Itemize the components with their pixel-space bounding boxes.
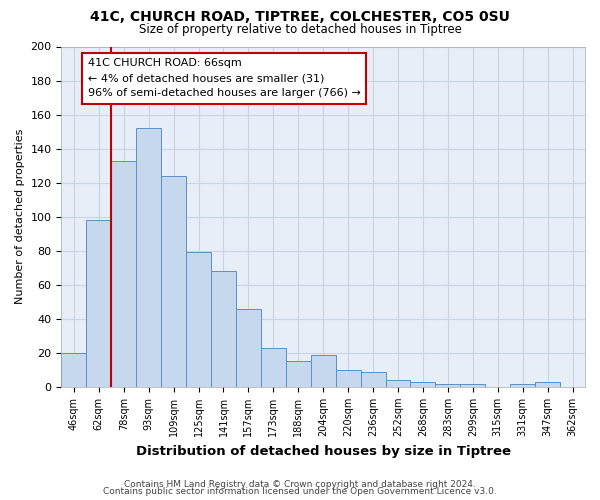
- Text: Size of property relative to detached houses in Tiptree: Size of property relative to detached ho…: [139, 22, 461, 36]
- Bar: [535, 382, 560, 387]
- Bar: [510, 384, 535, 387]
- Bar: [86, 220, 111, 387]
- Bar: [286, 362, 311, 387]
- Bar: [410, 382, 436, 387]
- Bar: [236, 308, 261, 387]
- Bar: [211, 271, 236, 387]
- Bar: [186, 252, 211, 387]
- X-axis label: Distribution of detached houses by size in Tiptree: Distribution of detached houses by size …: [136, 444, 511, 458]
- Bar: [111, 160, 136, 387]
- Text: 41C CHURCH ROAD: 66sqm
← 4% of detached houses are smaller (31)
96% of semi-deta: 41C CHURCH ROAD: 66sqm ← 4% of detached …: [88, 58, 361, 98]
- Y-axis label: Number of detached properties: Number of detached properties: [15, 129, 25, 304]
- Text: 41C, CHURCH ROAD, TIPTREE, COLCHESTER, CO5 0SU: 41C, CHURCH ROAD, TIPTREE, COLCHESTER, C…: [90, 10, 510, 24]
- Bar: [386, 380, 410, 387]
- Bar: [311, 354, 335, 387]
- Bar: [61, 353, 86, 387]
- Bar: [436, 384, 460, 387]
- Bar: [361, 372, 386, 387]
- Bar: [161, 176, 186, 387]
- Bar: [261, 348, 286, 387]
- Text: Contains HM Land Registry data © Crown copyright and database right 2024.: Contains HM Land Registry data © Crown c…: [124, 480, 476, 489]
- Text: Contains public sector information licensed under the Open Government Licence v3: Contains public sector information licen…: [103, 488, 497, 496]
- Bar: [460, 384, 485, 387]
- Bar: [136, 128, 161, 387]
- Bar: [335, 370, 361, 387]
